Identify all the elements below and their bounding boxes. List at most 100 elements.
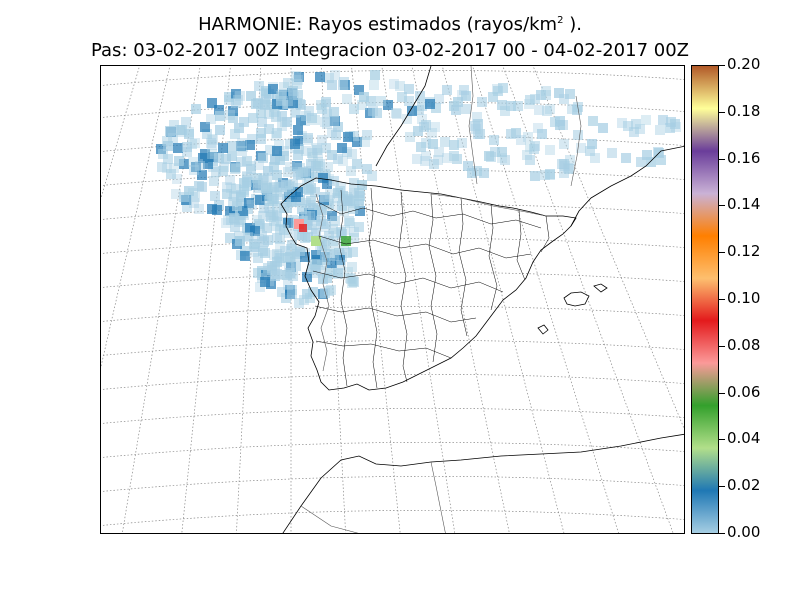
lightning-cell [329, 107, 339, 117]
lightning-cell [327, 211, 337, 221]
lightning-cell [266, 279, 276, 289]
lightning-cell [431, 103, 441, 113]
lightning-cell [328, 224, 338, 234]
province-border [516, 209, 526, 281]
lightning-cell [472, 166, 482, 176]
colorbar-tick-label: 0.18 [727, 101, 761, 120]
lightning-cell [235, 236, 245, 246]
lightning-cell [237, 146, 247, 156]
lightning-cell [225, 175, 235, 185]
lightning-cell [646, 157, 656, 167]
lightning-cell [203, 159, 213, 169]
lightning-cell [209, 176, 219, 186]
lightning-cell [242, 171, 252, 181]
lightning-cell [256, 134, 266, 144]
lightning-cell [294, 72, 304, 82]
lightning-cell [206, 138, 216, 148]
graticule-lon-line [381, 66, 456, 533]
lightning-cell [311, 228, 321, 238]
province-borders [312, 187, 550, 389]
lightning-cell [288, 98, 298, 108]
lightning-cell [525, 95, 535, 105]
lightning-cell [475, 129, 485, 139]
lightning-cell [253, 183, 263, 193]
title-exponent: 2 [557, 15, 564, 26]
graticule-lat-line [101, 203, 684, 220]
lightning-cell [256, 128, 266, 138]
lightning-cell [283, 218, 293, 228]
lightning-cell [308, 220, 318, 230]
lightning-cell [249, 239, 259, 249]
lightning-cell [488, 92, 498, 102]
lightning-cell [472, 112, 482, 122]
lightning-cell [206, 114, 216, 124]
lightning-cell [279, 90, 289, 100]
lightning-cell [325, 189, 335, 199]
lightning-cell [263, 263, 273, 273]
lightning-cell [258, 153, 268, 163]
graticule-lat-line [101, 407, 684, 424]
lightning-cell [573, 130, 583, 140]
lightning-cell [345, 218, 355, 228]
lightning-cell [230, 164, 240, 174]
lightning-cell [254, 160, 264, 170]
lightning-cell [484, 151, 494, 161]
lightning-cell [272, 201, 282, 211]
province-border [368, 187, 378, 389]
lightning-cell [357, 100, 367, 110]
lightning-cell [260, 277, 270, 287]
lightning-cell [305, 293, 315, 303]
lightning-cell [434, 147, 444, 157]
lightning-cell [631, 119, 641, 129]
lightning-cell [237, 138, 247, 148]
lightning-cell [188, 188, 198, 198]
lightning-cell [244, 231, 254, 241]
map-subtitle: Pas: 03-02-2017 00Z Integracion 03-02-20… [90, 40, 689, 61]
lightning-cell [565, 89, 575, 99]
lightning-cell [271, 221, 281, 231]
lightning-cell [284, 261, 294, 271]
lightning-cell [500, 106, 510, 116]
lightning-cell [265, 145, 275, 155]
lightning-cell [558, 120, 568, 130]
lightning-cell [221, 154, 231, 164]
lightning-cell [194, 204, 204, 214]
lightning-cell [179, 192, 189, 202]
lightning-cell [330, 70, 340, 80]
lightning-cell [173, 143, 183, 153]
graticule-lon-line [101, 66, 171, 369]
colorbar-tick-label: 0.04 [727, 429, 761, 448]
province-border [314, 305, 477, 323]
lightning-cell [272, 170, 282, 180]
lightning-cell [310, 115, 320, 125]
lightning-cell [221, 218, 231, 228]
lightning-cell [279, 225, 289, 235]
lightning-cell [440, 137, 450, 147]
lightning-cell [261, 86, 271, 96]
lightning-cell [642, 150, 652, 160]
lightning-cell [258, 181, 268, 191]
lightning-cell [321, 222, 331, 232]
france-med-coastline [570, 145, 684, 227]
lightning-cell [429, 159, 439, 169]
lightning-cell [530, 171, 540, 181]
lightning-cell [545, 169, 555, 179]
lightning-cell [214, 105, 224, 115]
lightning-cell [402, 114, 412, 124]
graticule-lon-line [532, 66, 684, 430]
lightning-cell [236, 157, 246, 167]
colorbar-tick-label: 0.20 [727, 55, 761, 73]
lightning-cell [318, 173, 328, 183]
lightning-cell [354, 85, 364, 95]
lightning-cell [338, 80, 348, 90]
lightning-cell [329, 251, 339, 261]
province-border [312, 270, 504, 293]
province-border [428, 193, 438, 363]
lightning-cell [291, 192, 301, 202]
lightning-cell [397, 92, 407, 102]
lightning-cell [292, 161, 302, 171]
lightning-cell [311, 250, 321, 260]
lightning-cell [285, 252, 295, 262]
province-border [315, 200, 542, 229]
lightning-cell [215, 125, 225, 135]
